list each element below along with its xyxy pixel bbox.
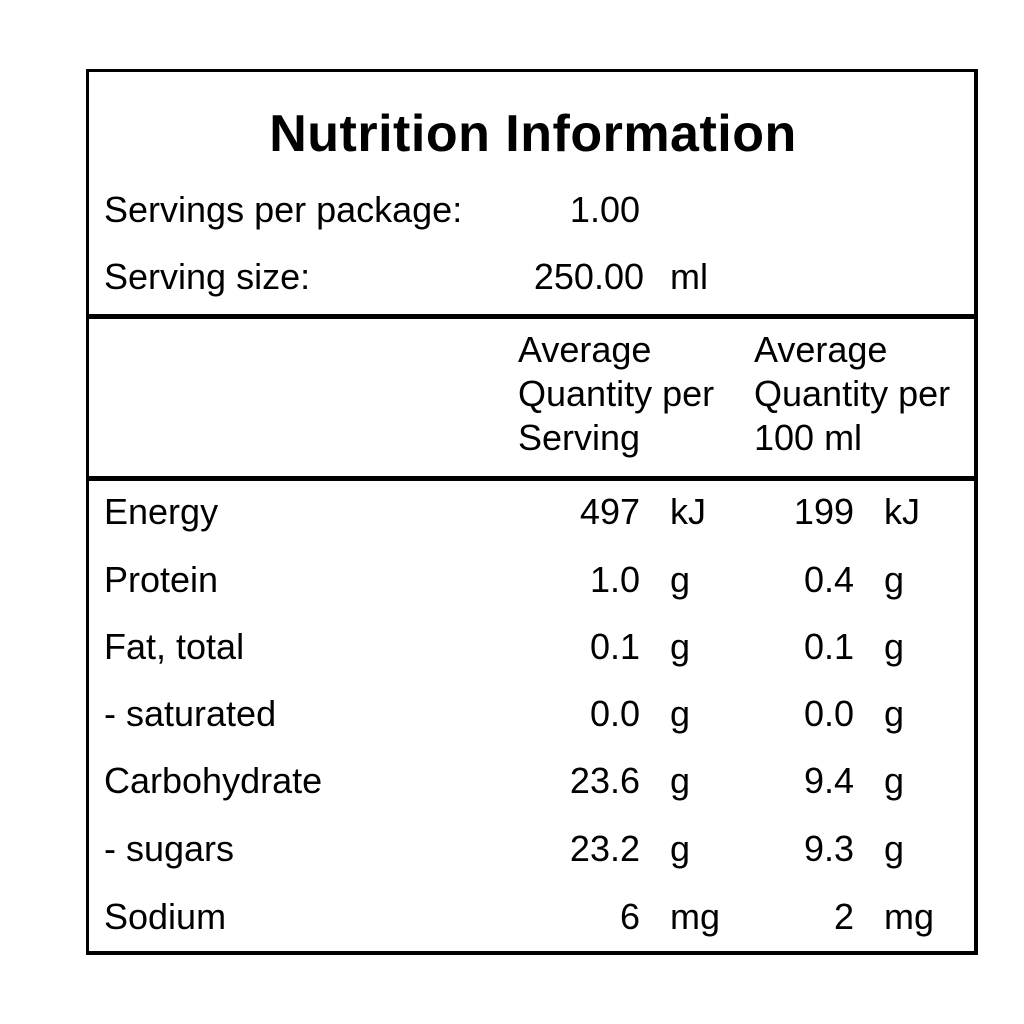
serving-size-unit: ml: [670, 256, 708, 297]
per-serving-unit: mg: [670, 896, 721, 937]
servings-per-package-value: 1.00: [569, 189, 640, 230]
nutrient-name: - saturated: [104, 693, 277, 734]
nutrient-name: Carbohydrate: [104, 760, 323, 801]
per-100ml-unit: g: [884, 760, 905, 801]
panel-title: Nutrition Information: [269, 105, 797, 163]
per-100ml-value: 2: [833, 896, 854, 937]
serving-size-value: 250.00: [533, 256, 644, 297]
per-serving-value: 497: [579, 491, 640, 532]
per-serving-unit: g: [670, 559, 691, 600]
per-serving-unit: g: [670, 693, 691, 734]
nutrient-name: Protein: [104, 559, 219, 600]
per-100ml-value: 0.4: [803, 559, 854, 600]
per-100ml-value: 199: [793, 491, 854, 532]
per-serving-unit: kJ: [670, 491, 706, 532]
column-header-per-100ml: Average Quantity per 100 ml: [754, 329, 951, 458]
per-serving-unit: g: [670, 626, 691, 667]
per-100ml-unit: mg: [884, 896, 935, 937]
per-100ml-value: 0.1: [803, 626, 854, 667]
nutrient-name: Sodium: [104, 896, 227, 937]
per-100ml-unit: g: [884, 559, 905, 600]
section-divider-top: [86, 314, 978, 319]
per-100ml-value: 9.4: [803, 760, 854, 801]
per-100ml-unit: g: [884, 626, 905, 667]
serving-size-label: Serving size:: [104, 256, 311, 297]
per-100ml-unit: g: [884, 828, 905, 869]
per-100ml-value: 9.3: [803, 828, 854, 869]
per-serving-value: 23.6: [569, 760, 640, 801]
column-header-per-serving: Average Quantity per Serving: [518, 329, 715, 458]
per-serving-value: 23.2: [569, 828, 640, 869]
per-serving-unit: g: [670, 760, 691, 801]
per-serving-value: 6: [619, 896, 640, 937]
per-serving-value: 0.0: [589, 693, 640, 734]
per-100ml-value: 0.0: [803, 693, 854, 734]
section-divider-bottom: [86, 476, 978, 481]
nutrient-name: Energy: [104, 491, 219, 532]
nutrition-panel: [86, 69, 978, 955]
nutrient-name: - sugars: [104, 828, 235, 869]
servings-per-package-label: Servings per package:: [104, 189, 463, 230]
per-serving-value: 0.1: [589, 626, 640, 667]
per-100ml-unit: kJ: [884, 491, 920, 532]
nutrient-name: Fat, total: [104, 626, 245, 667]
per-serving-unit: g: [670, 828, 691, 869]
per-serving-value: 1.0: [589, 559, 640, 600]
per-100ml-unit: g: [884, 693, 905, 734]
